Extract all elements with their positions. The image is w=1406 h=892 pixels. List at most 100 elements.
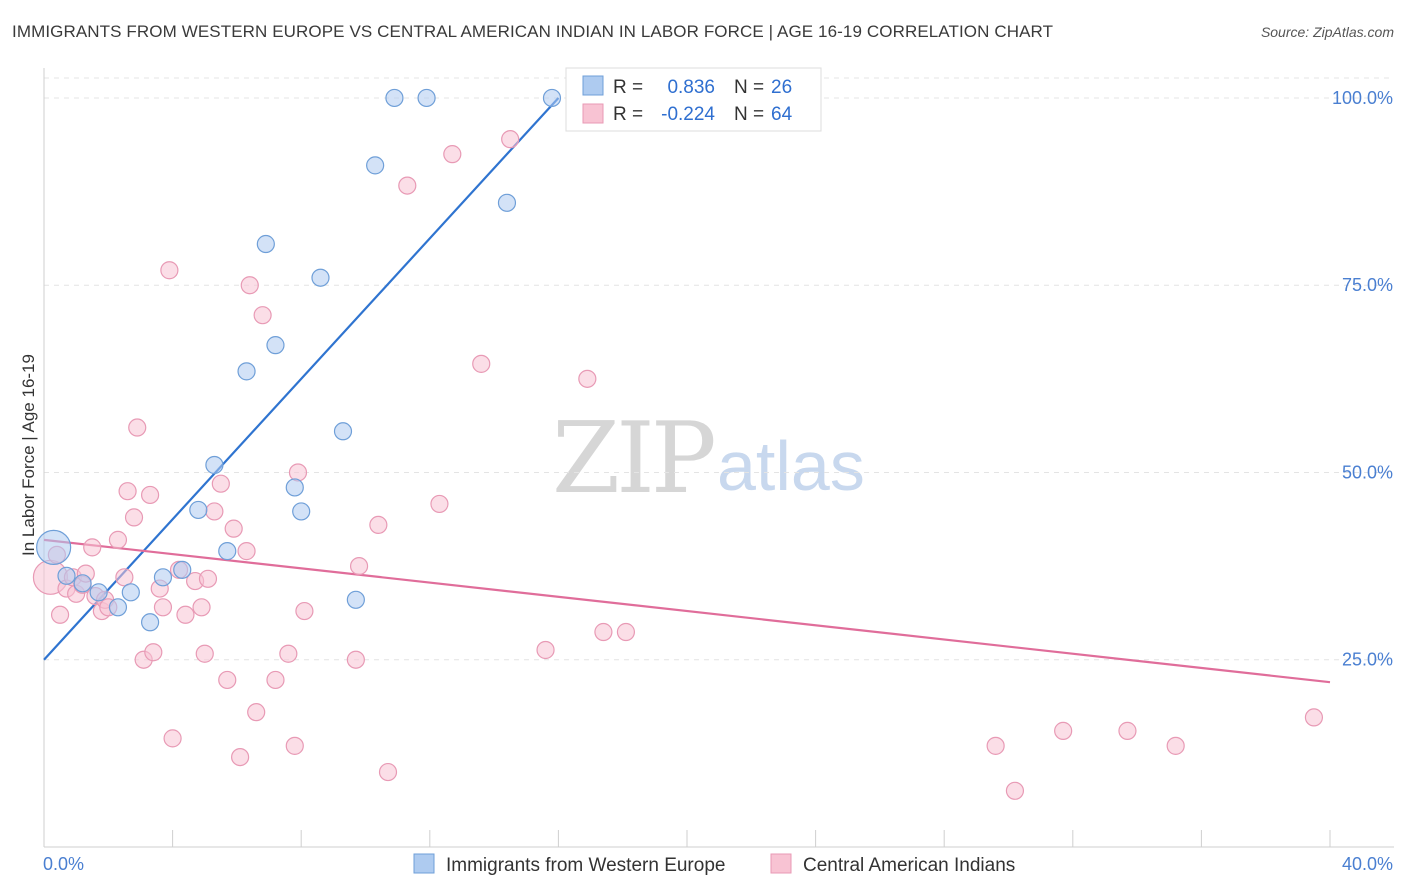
stats-swatch-blue [582,75,604,96]
data-point [189,500,208,520]
data-point [285,736,304,755]
data-point [472,354,491,373]
data-point [211,474,230,493]
axes: 25.0% 50.0% 75.0% 100.0% [43,68,1394,848]
data-point [160,261,179,280]
data-point [333,422,353,441]
data-point [108,598,128,617]
y-axis-label: In Labor Force | Age 16-19 [19,354,38,556]
data-point [497,193,517,212]
data-point [57,566,76,585]
data-point [198,569,218,588]
data-point [292,502,311,521]
data-point [192,598,211,617]
data-point [124,508,144,527]
stats-n-label-2: N = [734,104,764,125]
stats-r-label-1: R = [613,77,643,98]
stats-n-value-2: 64 [771,104,793,125]
legend-swatch-central-american-indians [770,853,792,874]
data-point [542,88,562,108]
data-point [218,542,237,561]
stats-n-label-1: N = [734,77,764,98]
data-point [153,598,173,617]
trend-line-2 [43,538,1331,684]
data-point [50,605,70,624]
data-point [140,485,160,505]
chart-title: IMMIGRANTS FROM WESTERN EUROPE VS CENTRA… [12,22,1054,41]
data-point [118,482,137,501]
stats-r-value-1: 0.836 [667,77,715,98]
data-point [594,622,613,642]
data-point [398,176,417,195]
data-point [578,369,597,388]
data-point [1118,721,1137,740]
data-point [218,670,237,690]
data-point [279,644,298,663]
watermark-atlas: atlas [717,427,865,505]
y-tick-label: 50.0% [1342,462,1393,482]
data-point [378,762,398,782]
stats-swatch-pink [582,103,604,124]
data-point [349,556,369,576]
data-point [237,542,256,561]
data-point [176,605,195,624]
data-point [163,729,182,748]
data-point [253,306,272,325]
data-point [417,88,436,108]
y-tick-label: 75.0% [1342,275,1393,295]
x-tick-max: 40.0% [1342,854,1393,874]
data-point [285,478,304,497]
data-point [311,268,330,287]
source-label: Source: ZipAtlas.com [1260,24,1394,40]
data-point [237,362,256,381]
legend-label-central-american-indians: Central American Indians [803,855,1015,876]
stats-n-value-1: 26 [771,77,792,98]
data-point [266,336,285,355]
data-points [32,88,1324,800]
data-point [115,568,134,587]
data-point [121,583,140,602]
data-point [73,574,92,593]
data-point [128,418,147,437]
y-tick-label: 25.0% [1342,650,1393,670]
data-point [140,613,160,632]
data-point [1304,708,1324,727]
data-point [173,560,192,579]
data-point [1005,781,1025,800]
data-point [295,601,314,621]
data-point [616,622,636,642]
data-point [224,519,243,538]
data-point [153,568,173,587]
data-point [986,736,1005,755]
stats-r-value-2: -0.224 [661,104,715,125]
y-tick-label: 100.0% [1332,88,1393,108]
data-point [89,583,108,602]
series-legend: Immigrants from Western Europe Central A… [413,853,1015,876]
data-point [501,130,520,149]
legend-swatch-western-europe [413,853,435,874]
data-point [205,502,224,521]
data-point [83,538,102,557]
x-tick-min: 0.0% [43,854,84,874]
data-point [288,463,308,482]
data-point [36,529,72,565]
stats-r-label-2: R = [613,104,643,125]
stats-legend: R = 0.836 N = 26 R = -0.224 N = 64 [565,67,822,132]
data-point [205,455,224,475]
data-point [108,530,128,549]
data-point [247,703,266,722]
data-point [385,88,404,108]
trend-line-1 [43,97,560,661]
data-point [240,276,259,295]
data-point [1166,736,1185,755]
data-point [266,670,285,690]
data-point [256,234,275,254]
data-point [366,156,385,175]
data-point [536,640,555,660]
data-point [346,590,365,609]
data-point [195,644,214,663]
data-point [443,145,462,164]
data-point [1054,721,1073,740]
data-point [369,515,388,535]
